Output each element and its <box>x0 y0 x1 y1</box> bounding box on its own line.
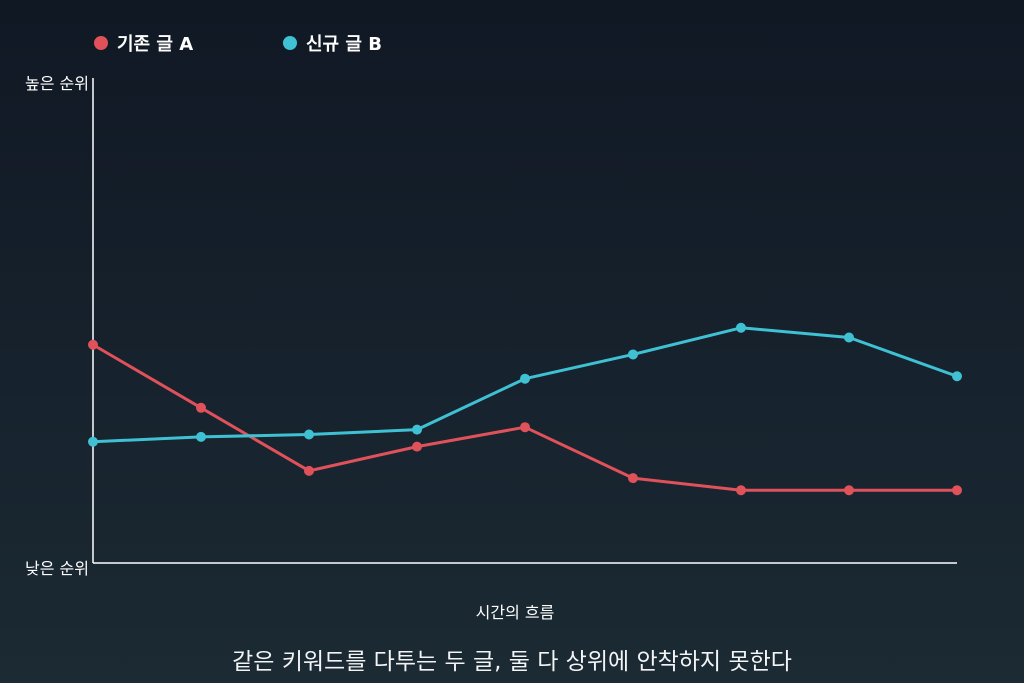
legend-marker <box>94 36 108 50</box>
chart-caption: 같은 키워드를 다투는 두 글, 둘 다 상위에 안착하지 못한다 <box>232 649 792 675</box>
data-point <box>412 424 422 435</box>
data-point <box>88 339 98 350</box>
data-point <box>844 332 854 343</box>
series-layer <box>88 322 962 496</box>
series-a <box>88 339 962 496</box>
data-point <box>952 485 962 496</box>
data-point <box>628 349 638 360</box>
data-point <box>196 431 206 442</box>
legend-item: 신규 글 B <box>283 34 382 55</box>
legend: 기존 글 A 신규 글 B <box>94 34 382 55</box>
line-chart: 기존 글 A 신규 글 B 높은 순위 낮은 순위 시간의 흐름 <box>25 34 962 622</box>
legend-marker <box>283 36 297 50</box>
legend-item: 기존 글 A <box>94 34 193 55</box>
x-axis-label: 시간의 흐름 <box>476 603 555 622</box>
legend-label: 기존 글 A <box>117 34 193 55</box>
series-line <box>91 343 959 492</box>
data-point <box>520 373 530 384</box>
data-point <box>736 485 746 496</box>
data-point <box>304 429 314 440</box>
y-axis-top-label: 높은 순위 <box>25 74 89 93</box>
data-point <box>196 402 206 413</box>
data-point <box>952 371 962 382</box>
data-point <box>88 436 98 447</box>
y-axis-bottom-label: 낮은 순위 <box>25 559 89 578</box>
data-point <box>844 485 854 496</box>
data-point <box>628 473 638 484</box>
data-point <box>412 441 422 452</box>
legend-label: 신규 글 B <box>306 34 382 55</box>
data-point <box>520 422 530 433</box>
series-b <box>88 322 962 447</box>
data-point <box>304 465 314 476</box>
data-point <box>736 322 746 333</box>
